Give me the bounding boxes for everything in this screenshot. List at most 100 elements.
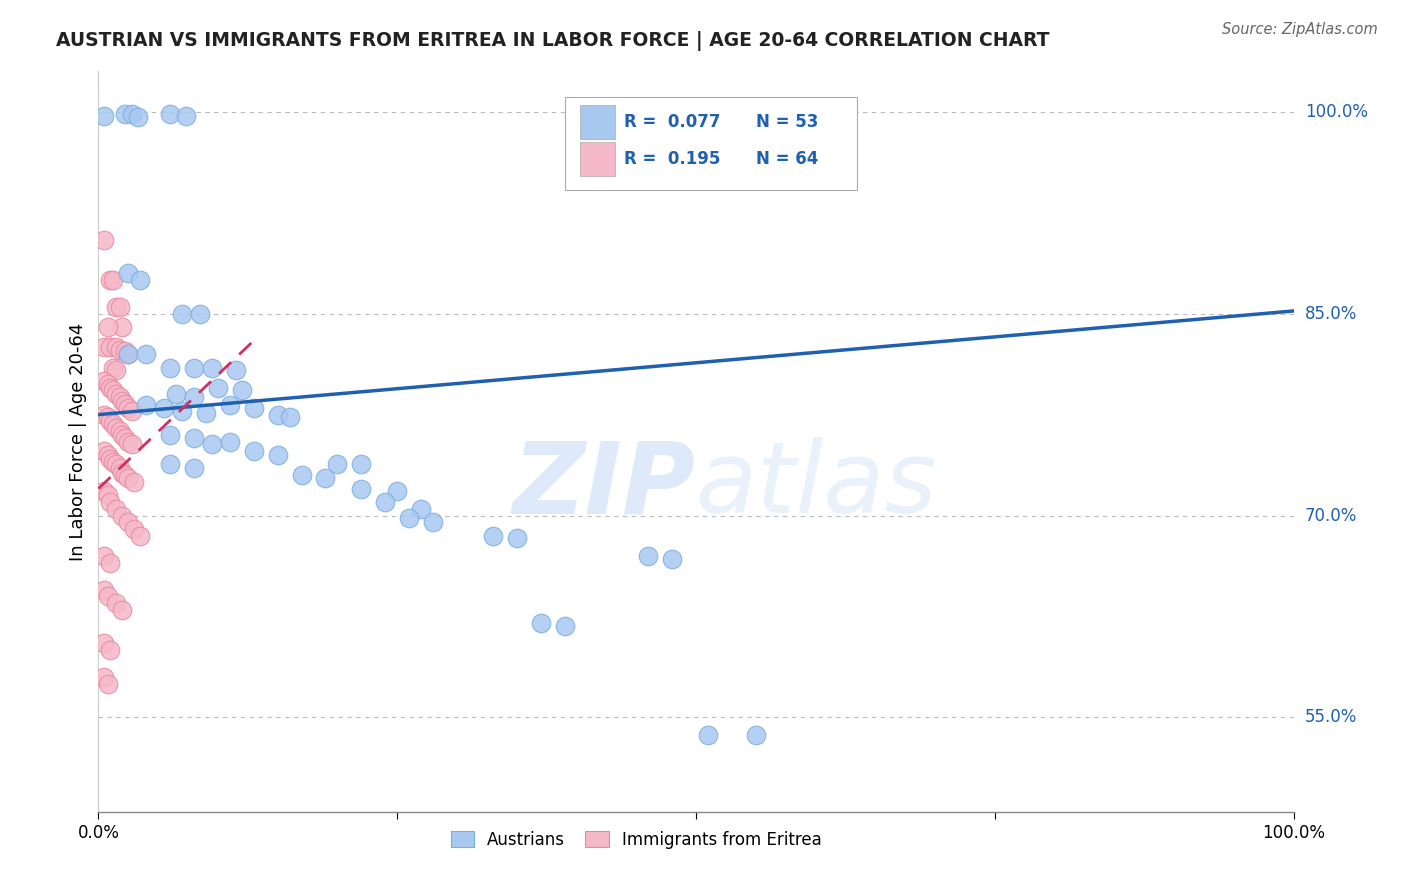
- Point: [481, 529, 505, 543]
- Text: Source: ZipAtlas.com: Source: ZipAtlas.com: [1222, 22, 1378, 37]
- Text: atlas: atlas: [696, 437, 938, 534]
- Point: [159, 107, 181, 121]
- Point: [267, 448, 290, 462]
- Point: [117, 401, 139, 415]
- Point: [267, 408, 290, 422]
- Point: [97, 410, 120, 425]
- Point: [554, 619, 576, 633]
- Point: [506, 532, 529, 546]
- Point: [105, 596, 128, 610]
- Point: [93, 374, 115, 388]
- Point: [93, 670, 115, 684]
- Point: [105, 363, 128, 377]
- Point: [350, 482, 373, 496]
- Point: [117, 266, 139, 280]
- Point: [111, 603, 134, 617]
- Point: [188, 307, 211, 321]
- Point: [121, 107, 143, 121]
- Point: [108, 390, 131, 404]
- Point: [165, 387, 187, 401]
- Point: [93, 484, 115, 499]
- Point: [231, 384, 253, 398]
- Point: [153, 401, 176, 415]
- Point: [195, 406, 218, 420]
- Point: [105, 458, 128, 472]
- Text: ZIP: ZIP: [513, 437, 696, 534]
- Point: [111, 466, 134, 480]
- Point: [111, 320, 134, 334]
- Point: [278, 410, 301, 425]
- Point: [207, 381, 229, 395]
- Point: [172, 307, 194, 321]
- Point: [108, 300, 131, 314]
- Point: [93, 444, 115, 458]
- Point: [135, 398, 157, 412]
- Point: [98, 556, 122, 570]
- Point: [326, 458, 349, 472]
- Point: [159, 360, 181, 375]
- Point: [159, 427, 181, 442]
- Text: R =  0.077: R = 0.077: [624, 113, 721, 131]
- Point: [291, 468, 314, 483]
- Point: [124, 475, 146, 489]
- Point: [98, 414, 122, 428]
- Point: [661, 551, 683, 566]
- Point: [243, 444, 266, 458]
- Point: [117, 347, 139, 361]
- Point: [114, 468, 136, 483]
- Point: [697, 728, 720, 742]
- Point: [93, 636, 115, 650]
- Point: [114, 397, 136, 411]
- Point: [97, 677, 120, 691]
- Point: [121, 437, 143, 451]
- Point: [101, 360, 124, 375]
- Point: [422, 516, 444, 530]
- Point: [114, 344, 136, 359]
- Point: [105, 421, 128, 435]
- Point: [108, 424, 131, 438]
- Point: [315, 471, 337, 485]
- Point: [98, 340, 122, 354]
- Point: [93, 582, 115, 597]
- Point: [97, 488, 120, 502]
- Point: [93, 549, 115, 563]
- Point: [127, 110, 149, 124]
- Point: [398, 511, 420, 525]
- Y-axis label: In Labor Force | Age 20-64: In Labor Force | Age 20-64: [69, 322, 87, 561]
- Text: 55.0%: 55.0%: [1305, 708, 1357, 726]
- Point: [93, 233, 115, 247]
- FancyBboxPatch shape: [565, 97, 858, 190]
- Point: [101, 455, 124, 469]
- Point: [172, 403, 194, 417]
- Point: [93, 340, 115, 354]
- Point: [114, 107, 136, 121]
- Point: [124, 522, 146, 536]
- Point: [101, 273, 124, 287]
- Point: [219, 398, 242, 412]
- FancyBboxPatch shape: [581, 105, 614, 139]
- Point: [201, 360, 224, 375]
- Point: [98, 273, 122, 287]
- Point: [105, 501, 128, 516]
- Text: AUSTRIAN VS IMMIGRANTS FROM ERITREA IN LABOR FORCE | AGE 20-64 CORRELATION CHART: AUSTRIAN VS IMMIGRANTS FROM ERITREA IN L…: [56, 31, 1050, 51]
- Point: [111, 508, 134, 523]
- Text: 100.0%: 100.0%: [1305, 103, 1368, 120]
- Text: R =  0.195: R = 0.195: [624, 151, 721, 169]
- Point: [183, 430, 205, 444]
- Text: 70.0%: 70.0%: [1305, 507, 1357, 524]
- Point: [129, 529, 152, 543]
- Point: [98, 643, 122, 657]
- Point: [129, 273, 152, 287]
- Point: [108, 461, 131, 475]
- Point: [105, 340, 128, 354]
- Legend: Austrians, Immigrants from Eritrea: Austrians, Immigrants from Eritrea: [444, 824, 828, 855]
- Point: [117, 347, 139, 361]
- Point: [121, 403, 143, 417]
- Point: [101, 417, 124, 431]
- Point: [135, 347, 157, 361]
- Point: [97, 376, 120, 391]
- FancyBboxPatch shape: [581, 143, 614, 177]
- Point: [117, 434, 139, 449]
- Point: [114, 430, 136, 444]
- Point: [201, 437, 224, 451]
